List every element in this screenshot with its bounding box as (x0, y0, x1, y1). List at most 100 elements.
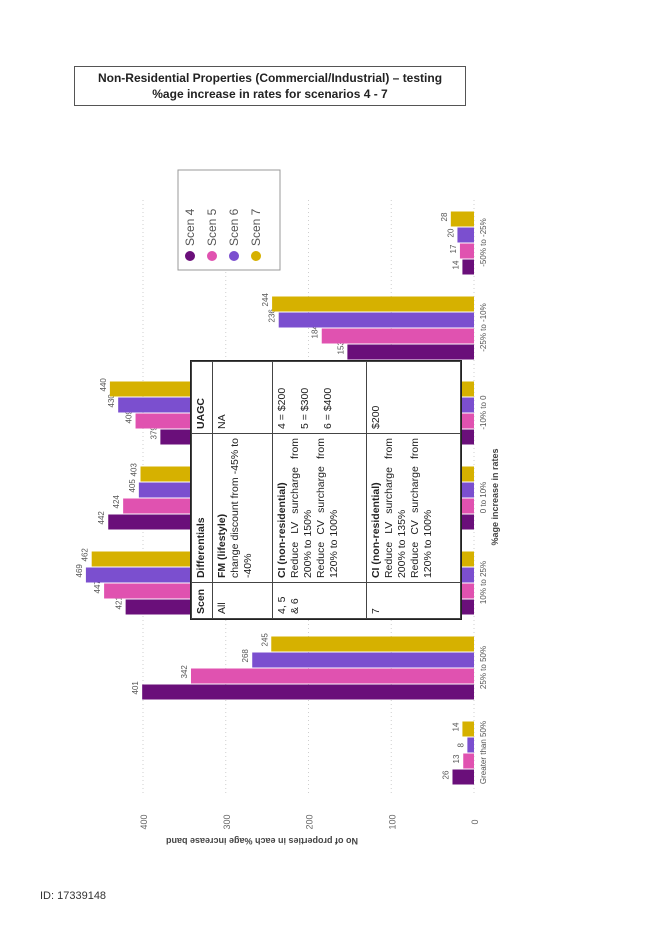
y-tick-label: 0 (470, 819, 480, 824)
document-id: ID: 17339148 (40, 890, 107, 902)
x-tick-label: 25% to 50% (479, 646, 488, 689)
uagc-value: 6 = $400 (322, 387, 335, 429)
legend-box (177, 169, 281, 271)
table-cell-scen: 4, 5 & 6 (272, 582, 367, 619)
table-row: 4, 5 & 6 CI (non-residential) Reduce LV … (272, 361, 367, 619)
differential-line: Reduce CV surcharge from 120% to 100% (409, 437, 434, 579)
bar (463, 753, 474, 769)
table-row: All FM (lifestyle) change discount from … (212, 361, 273, 619)
data-label: 20 (446, 228, 455, 237)
chart-title-line2: %age increase in rates for scenarios 4 -… (152, 87, 388, 101)
x-axis-title: %age increase in rates (490, 448, 500, 545)
data-label: 245 (260, 633, 269, 647)
legend-label: Scen 7 (249, 208, 263, 246)
x-tick-label: -10% to 0 (479, 395, 488, 430)
bar (252, 652, 474, 668)
bar (450, 211, 474, 227)
table-row: 7 CI (non-residential) Reduce LV surchar… (366, 361, 461, 619)
data-label: 153 (336, 341, 345, 355)
table-cell-uagc: 4 = $200 5 = $300 6 = $400 (272, 361, 367, 434)
data-label: 447 (93, 580, 102, 594)
bar (190, 668, 474, 684)
uagc-value: $200 (370, 405, 382, 429)
data-label: 28 (440, 212, 449, 221)
data-label: 26 (441, 770, 450, 779)
legend-marker (185, 251, 195, 261)
data-label: 14 (451, 722, 460, 731)
data-label: 236 (268, 309, 277, 323)
scenario-table-wrapper: Scen Differentials UAGC All FM (lifestyl… (190, 360, 462, 620)
table-cell-uagc: NA (212, 361, 273, 434)
data-label: 379 (149, 426, 158, 440)
data-label: 424 (112, 495, 121, 509)
table-cell-scen: All (212, 582, 273, 619)
uagc-value: 5 = $300 (299, 387, 312, 429)
data-label: 405 (128, 479, 137, 493)
data-label: 462 (81, 548, 90, 562)
legend-marker (229, 251, 239, 261)
data-label: 421 (115, 596, 124, 610)
x-tick-label: 10% to 25% (479, 561, 488, 604)
chart-title-line1: Non-Residential Properties (Commercial/I… (97, 71, 443, 85)
bar (142, 684, 475, 700)
data-label: 440 (99, 378, 108, 392)
table-cell-scen: 7 (366, 582, 461, 619)
table-header-row: Scen Differentials UAGC (191, 361, 213, 619)
data-label: 184 (311, 325, 320, 339)
data-label: 17 (449, 244, 458, 253)
x-tick-label: Greater than 50% (479, 721, 488, 784)
y-tick-label: 400 (139, 814, 149, 829)
data-label: 268 (241, 649, 250, 663)
data-label: 403 (130, 463, 139, 477)
differential-line: Reduce LV surcharge from 200% to 135% (383, 437, 408, 579)
chart-title-box: Non-Residential Properties (Commercial/I… (74, 66, 466, 106)
table-cell-differentials: CI (non-residential) Reduce LV surcharge… (272, 433, 367, 583)
data-label: 401 (131, 681, 140, 695)
bar (459, 243, 474, 259)
bar (272, 296, 474, 312)
table-header-uagc: UAGC (191, 361, 213, 434)
data-label: 244 (261, 293, 270, 307)
data-label: 13 (452, 754, 461, 763)
data-label: 442 (97, 511, 106, 525)
bar (452, 769, 474, 785)
bar (462, 259, 474, 275)
data-label: 469 (75, 564, 84, 578)
differential-title: CI (non-residential) (276, 482, 289, 579)
bar (462, 721, 474, 737)
y-tick-label: 200 (305, 814, 315, 829)
data-label: 409 (125, 410, 134, 424)
table-cell-uagc: $200 (366, 361, 461, 434)
table-header-scen: Scen (191, 582, 213, 619)
y-axis-title: No of properties in each %age increase b… (166, 836, 358, 846)
x-tick-label: -50% to -25% (479, 218, 488, 266)
legend-marker (207, 251, 217, 261)
differential-title: FM (lifestyle) (216, 513, 228, 579)
legend-label: Scen 4 (183, 208, 197, 246)
uagc-value: NA (216, 414, 228, 429)
differential-title: CI (non-residential) (370, 482, 382, 579)
differential-line: Reduce CV surcharge from 120% to 100% (315, 437, 341, 579)
x-tick-label: 0 to 10% (479, 482, 488, 514)
table-cell-differentials: FM (lifestyle) change discount from -45%… (212, 433, 273, 583)
differential-line: Reduce LV surcharge from 200% to 150% (289, 437, 315, 579)
bar (347, 344, 474, 360)
data-label: 430 (107, 394, 116, 408)
y-tick-label: 300 (222, 814, 232, 829)
bar (321, 328, 474, 344)
scenario-table: Scen Differentials UAGC All FM (lifestyl… (190, 360, 462, 620)
data-label: 8 (456, 743, 465, 748)
legend-label: Scen 6 (227, 208, 241, 246)
table-header-differentials: Differentials (191, 433, 213, 583)
bar (278, 312, 474, 328)
bar (467, 737, 474, 753)
table-cell-differentials: CI (non-residential) Reduce LV surcharge… (366, 433, 461, 583)
legend-label: Scen 5 (205, 208, 219, 246)
uagc-value: 4 = $200 (276, 387, 289, 429)
legend-marker (251, 251, 261, 261)
data-label: 14 (451, 260, 460, 269)
data-label: 342 (180, 665, 189, 679)
bar (271, 636, 474, 652)
differential-line: change discount from -45% to -40% (229, 437, 254, 579)
bar (457, 227, 474, 243)
